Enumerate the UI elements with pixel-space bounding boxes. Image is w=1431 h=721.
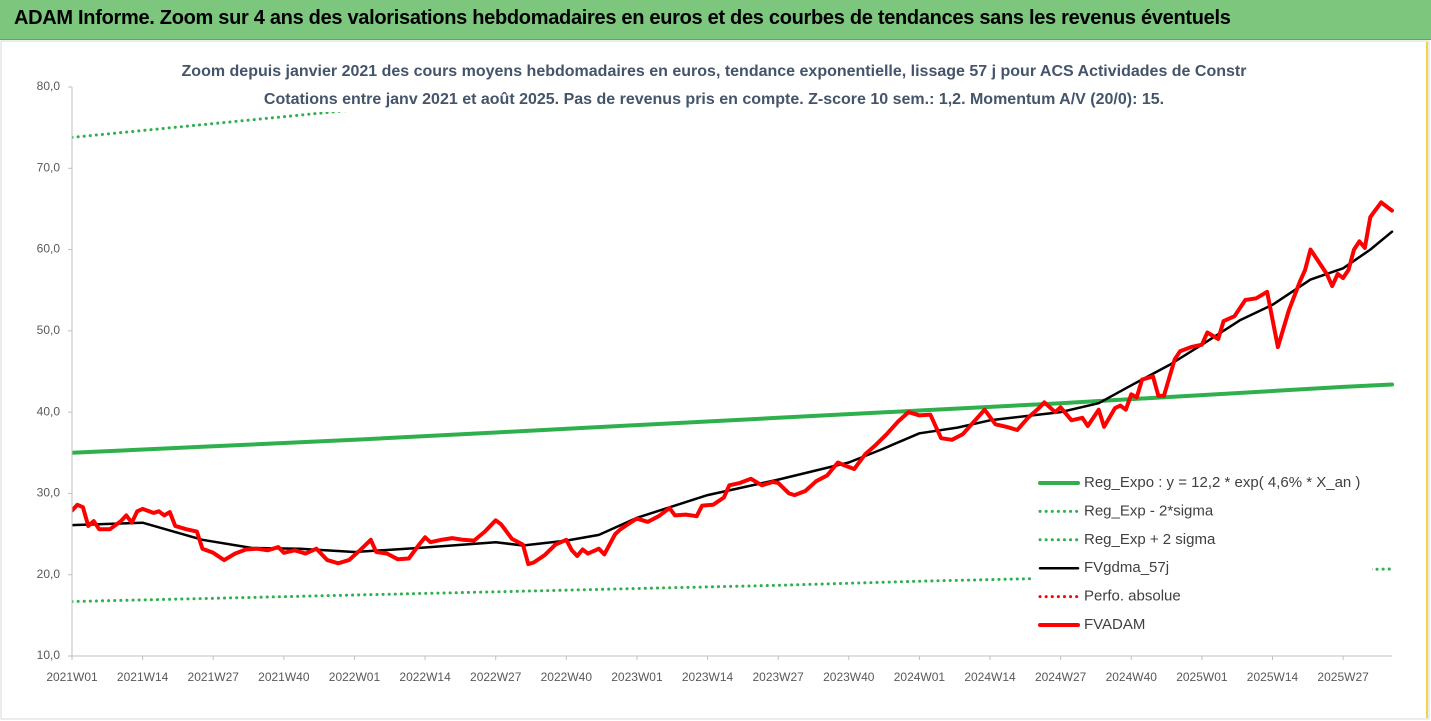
y-tick-label: 60,0 bbox=[37, 242, 61, 256]
legend-background bbox=[1032, 469, 1372, 646]
legend-label: FVADAM bbox=[1084, 616, 1145, 633]
subtitle: Zoom depuis janvier 2021 des cours moyen… bbox=[182, 63, 1247, 80]
x-tick-label: 2023W01 bbox=[611, 670, 663, 684]
y-tick-label: 30,0 bbox=[37, 486, 61, 500]
x-tick-label: 2025W27 bbox=[1317, 670, 1369, 684]
subtitle: Cotations entre janv 2021 et août 2025. … bbox=[264, 91, 1164, 108]
y-tick-label: 20,0 bbox=[37, 567, 61, 581]
x-tick-label: 2022W27 bbox=[470, 670, 522, 684]
x-tick-label: 2023W27 bbox=[752, 670, 804, 684]
legend-label: Reg_Exp - 2*sigma bbox=[1084, 502, 1214, 519]
y-tick-label: 50,0 bbox=[37, 323, 61, 337]
header-bar: ADAM Informe. Zoom sur 4 ans des valoris… bbox=[0, 0, 1431, 40]
y-tick-label: 70,0 bbox=[37, 160, 61, 174]
x-tick-label: 2024W14 bbox=[964, 670, 1016, 684]
x-tick-label: 2021W40 bbox=[258, 670, 310, 684]
x-tick-label: 2024W40 bbox=[1106, 670, 1158, 684]
x-tick-label: 2022W40 bbox=[541, 670, 593, 684]
legend-label: Reg_Expo : y = 12,2 * exp( 4,6% * X_an ) bbox=[1084, 474, 1360, 491]
x-tick-label: 2025W14 bbox=[1247, 670, 1299, 684]
x-tick-label: 2023W40 bbox=[823, 670, 875, 684]
series-line bbox=[72, 200, 1394, 567]
legend-label: FVgdma_57j bbox=[1084, 559, 1169, 576]
series-line bbox=[72, 382, 1394, 455]
x-tick-label: 2022W14 bbox=[399, 670, 451, 684]
x-tick-label: 2023W14 bbox=[682, 670, 734, 684]
legend: Reg_Expo : y = 12,2 * exp( 4,6% * X_an )… bbox=[1032, 469, 1372, 646]
x-tick-label: 2024W01 bbox=[894, 670, 946, 684]
x-tick-label: 2021W14 bbox=[117, 670, 169, 684]
subtitle-box bbox=[176, 57, 1246, 112]
y-tick-label: 80,0 bbox=[37, 79, 61, 93]
x-tick-label: 2021W01 bbox=[46, 670, 98, 684]
y-tick-label: 10,0 bbox=[37, 648, 61, 662]
x-tick-label: 2024W27 bbox=[1035, 670, 1087, 684]
page-title: ADAM Informe. Zoom sur 4 ans des valoris… bbox=[14, 7, 1231, 29]
axes: 10,0 20,0 30,0 40,0 50,0 60,0 70,0 80,0 2021W01 2… bbox=[37, 79, 1392, 684]
x-tick-label: 2025W01 bbox=[1176, 670, 1228, 684]
chart: 10,0 20,0 30,0 40,0 50,0 60,0 70,0 80,0 2021W01 2… bbox=[0, 40, 1430, 720]
x-tick-label: 2022W01 bbox=[329, 670, 381, 684]
x-tick-label: 2021W27 bbox=[188, 670, 240, 684]
legend-label: Perfo. absolue bbox=[1084, 588, 1181, 605]
legend-label: Reg_Exp + 2 sigma bbox=[1084, 531, 1216, 548]
series-line bbox=[72, 87, 577, 139]
y-tick-label: 40,0 bbox=[37, 404, 61, 418]
